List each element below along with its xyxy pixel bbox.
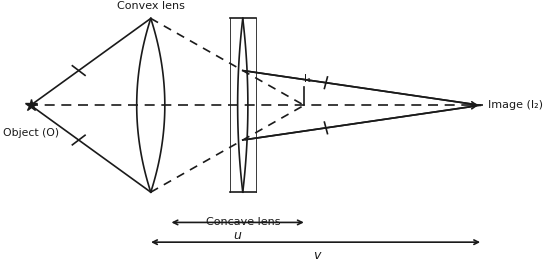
Text: u: u	[234, 229, 242, 242]
Text: Concave lens: Concave lens	[206, 217, 280, 227]
Text: Convex lens: Convex lens	[117, 1, 185, 11]
Text: I₁: I₁	[304, 74, 311, 84]
Text: v: v	[313, 249, 321, 262]
Text: Object (O): Object (O)	[3, 128, 59, 138]
Text: Image (I₂): Image (I₂)	[488, 100, 543, 110]
